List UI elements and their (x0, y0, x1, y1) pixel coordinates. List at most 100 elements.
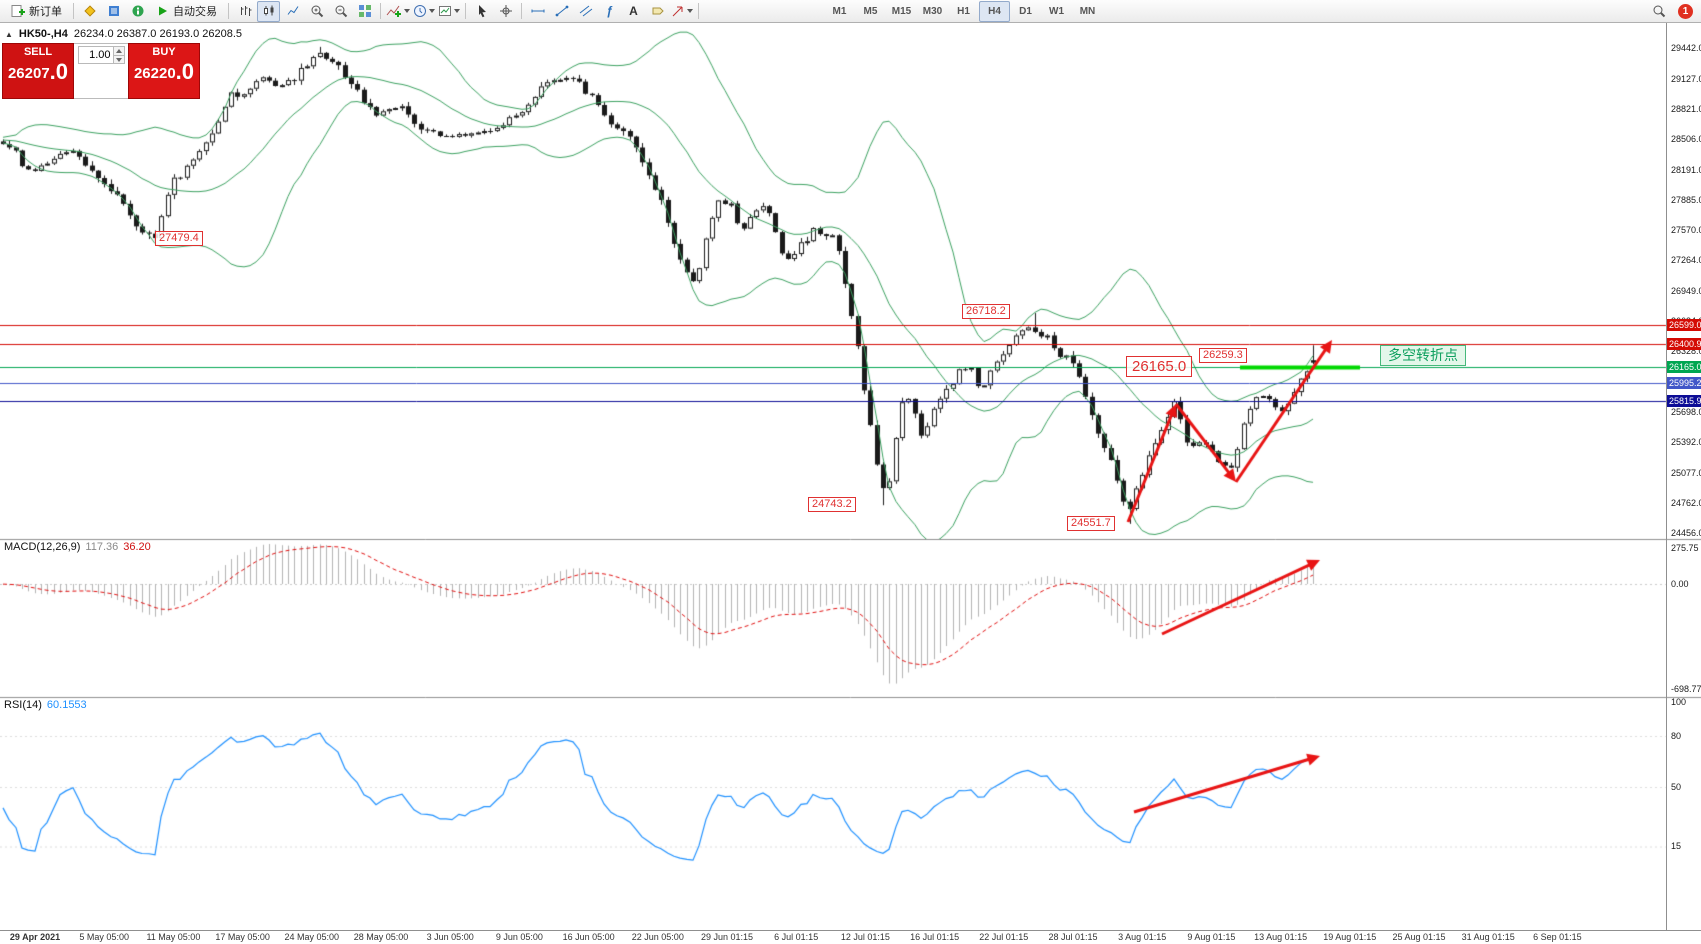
tile-windows-button[interactable] (353, 1, 376, 22)
zoom-in-button[interactable] (305, 1, 328, 22)
candlestick-chart-button[interactable] (257, 0, 280, 22)
time-axis-label: 22 Jun 05:00 (631, 932, 684, 942)
template-icon (438, 4, 452, 18)
price-axis-label: 25392.0 (1671, 437, 1701, 448)
sell-price: 26207.0 (7, 59, 69, 84)
rsi-scale-label: 80 (1671, 731, 1682, 741)
rsi-scale-label: 50 (1671, 782, 1682, 792)
time-axis[interactable]: 29 Apr 2021 5 May 05:00 11 May 05:00 17 May… (0, 930, 1701, 944)
indicators-button[interactable] (385, 1, 411, 22)
price-annotation[interactable]: 26259.3 (1199, 348, 1247, 363)
templates-caret-icon (454, 9, 460, 13)
arrow-shape-icon (671, 4, 685, 18)
metaeditor-icon (83, 4, 97, 18)
macd-scale-label: 275.75 (1671, 543, 1699, 553)
trendline-button[interactable] (550, 1, 573, 22)
timeframe-button-m30[interactable]: M30 (922, 5, 943, 17)
price-axis-label: 25077.0 (1671, 467, 1701, 478)
fibonacci-button[interactable]: ƒ (598, 1, 621, 22)
shapes-button[interactable] (670, 1, 694, 22)
cursor-button[interactable] (470, 1, 493, 22)
new-order-button[interactable]: 新订单 (4, 1, 69, 22)
zoom-out-icon (334, 4, 348, 18)
sell-button[interactable]: SELL 26207.0 (2, 43, 74, 99)
buy-button[interactable]: BUY 26220.0 (128, 43, 200, 99)
volume-up-button[interactable] (112, 46, 125, 55)
time-axis-label: 3 Jun 05:00 (426, 932, 474, 942)
toolbar-right-group: 1 (1647, 1, 1697, 22)
volume-stepper (112, 46, 125, 64)
text-tool-button[interactable]: A (622, 1, 645, 22)
channel-button[interactable] (574, 1, 597, 22)
price-line-tag: 25995.2 (1667, 377, 1701, 390)
search-button[interactable] (1647, 1, 1670, 22)
periods-button[interactable] (412, 1, 436, 22)
rsi-panel-label: RSI(14) 60.1553 (4, 699, 87, 711)
time-axis-label: 16 Jun 05:00 (562, 932, 615, 942)
timeframe-button-m1[interactable]: M1 (832, 5, 847, 17)
price-scale[interactable] (1666, 23, 1701, 930)
autotrading-play-icon (157, 5, 169, 17)
time-axis-label: 24 May 05:00 (284, 932, 340, 942)
timeframe-button-mn[interactable]: MN (1079, 5, 1096, 17)
horizontal-line-button[interactable] (526, 1, 549, 22)
notification-badge[interactable]: 1 (1678, 3, 1693, 19)
price-annotation[interactable]: 26165.0 (1126, 356, 1193, 377)
timeframe-button-h1[interactable]: H1 (957, 5, 970, 17)
price-annotation[interactable]: 24743.2 (808, 497, 856, 512)
sell-label: SELL (23, 46, 53, 58)
price-line-tag: 26599.0 (1667, 318, 1701, 331)
time-axis-label: 28 May 05:00 (353, 932, 409, 942)
price-axis-label: 29127.0 (1671, 73, 1701, 84)
note-label[interactable]: 多空转折点 (1380, 345, 1466, 366)
line-chart-button[interactable] (281, 1, 304, 22)
price-annotation[interactable]: 24551.7 (1067, 516, 1115, 531)
metaeditor-button[interactable] (78, 1, 101, 22)
tag-icon (651, 4, 665, 18)
autotrading-button[interactable]: 自动交易 (150, 1, 224, 22)
bar-chart-button[interactable] (233, 1, 256, 22)
price-axis-label: 25698.0 (1671, 407, 1701, 418)
price-axis-label: 28821.0 (1671, 103, 1701, 114)
price-axis-label: 27264.0 (1671, 255, 1701, 265)
toolbar-separator (228, 3, 229, 19)
volume-down-button[interactable] (112, 55, 125, 64)
timeframe-button-d1[interactable]: D1 (1019, 5, 1032, 17)
macd-scale-label: 0.00 (1671, 579, 1689, 589)
time-axis-label: 31 Aug 01:15 (1461, 932, 1515, 942)
market-watch-button[interactable] (102, 1, 125, 22)
time-axis-label: 5 May 05:00 (79, 932, 129, 942)
crosshair-button[interactable] (494, 1, 517, 22)
data-window-button[interactable] (126, 1, 149, 22)
time-axis-label: 25 Aug 01:15 (1392, 932, 1446, 942)
ohlc-values: 26234.0 26387.0 26193.0 26208.5 (73, 28, 243, 40)
toolbar-separator (521, 3, 522, 19)
panel-collapse-icon[interactable]: ▲ (5, 29, 13, 39)
new-order-icon (11, 4, 25, 18)
templates-button[interactable] (437, 1, 461, 22)
buy-price: 26220.0 (133, 59, 195, 84)
search-icon (1652, 4, 1666, 18)
autotrading-label: 自动交易 (173, 6, 217, 18)
timeframe-button-w1[interactable]: W1 (1049, 5, 1064, 17)
toolbar: 新订单 自动交易 (0, 0, 1701, 23)
price-axis-label: 24762.0 (1671, 498, 1701, 509)
price-annotation[interactable]: 26718.2 (962, 304, 1010, 319)
price-axis-label: 27885.0 (1671, 194, 1701, 205)
indicators-icon (386, 4, 402, 18)
volume-input[interactable] (77, 46, 113, 64)
text-label-button[interactable] (646, 1, 669, 22)
zoom-out-button[interactable] (329, 1, 352, 22)
new-order-label: 新订单 (29, 6, 62, 18)
time-axis-label: 6 Jul 01:15 (774, 932, 819, 942)
price-annotation[interactable]: 27479.4 (155, 231, 203, 246)
macd-panel-label: MACD(12,26,9) 117.36 36.20 (4, 541, 151, 553)
time-axis-label: 12 Jul 01:15 (840, 932, 890, 942)
time-axis-label: 17 May 05:00 (215, 932, 270, 942)
timeframe-button-h4[interactable]: H4 (979, 0, 1010, 22)
tile-windows-icon (358, 4, 372, 18)
price-axis-label: 26328.0 (1671, 346, 1701, 357)
timeframe-button-m15[interactable]: M15 (891, 5, 912, 17)
timeframe-button-m5[interactable]: M5 (863, 5, 878, 17)
